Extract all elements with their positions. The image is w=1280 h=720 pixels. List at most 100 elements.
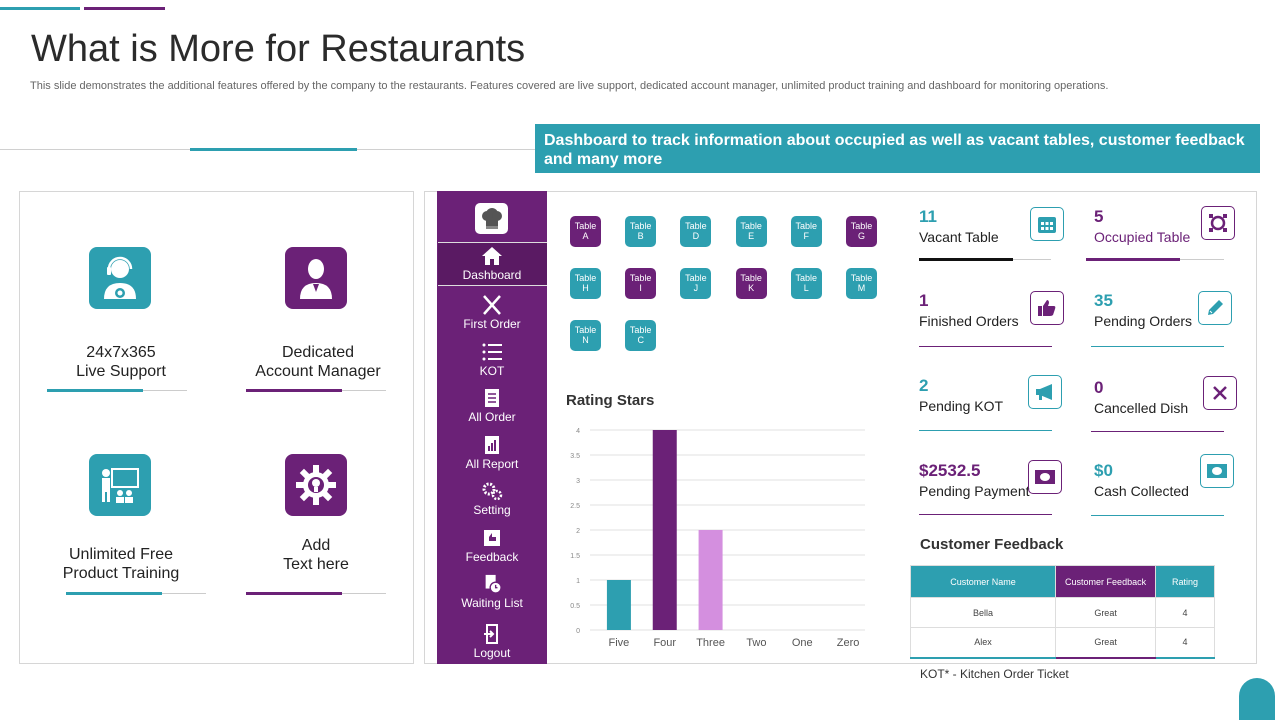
sidebar-item-label: All Report bbox=[465, 457, 519, 471]
table-button[interactable]: Table B bbox=[625, 216, 657, 247]
table-cell: Great bbox=[1055, 627, 1157, 659]
table-button[interactable]: Table C bbox=[625, 320, 657, 351]
sidebar-item-all-report[interactable]: All Report bbox=[437, 435, 547, 471]
table-button[interactable]: Table J bbox=[680, 268, 712, 299]
table-button[interactable]: Table I bbox=[625, 268, 657, 299]
chart-title: Rating Stars bbox=[566, 392, 655, 409]
x-tick-label: Five bbox=[609, 637, 630, 649]
corner-decoration bbox=[1239, 678, 1275, 720]
x-tick-label: One bbox=[792, 637, 813, 649]
table-button[interactable]: Table N bbox=[570, 320, 601, 351]
pencil-icon bbox=[1198, 291, 1232, 325]
table-button[interactable]: Table L bbox=[790, 268, 822, 299]
table-cell: Alex bbox=[909, 627, 1057, 659]
stat-value: 0 bbox=[1094, 378, 1104, 397]
page-title: What is More for Restaurants bbox=[31, 28, 526, 70]
cutlery-icon bbox=[1203, 376, 1237, 410]
stat-value: 11 bbox=[919, 207, 937, 226]
stat-value: 5 bbox=[1094, 207, 1104, 226]
table-button[interactable]: Table D bbox=[680, 216, 712, 247]
table-row: Bella Great 4 bbox=[909, 597, 1215, 628]
sidebar-item-kot[interactable]: KOT bbox=[437, 342, 547, 378]
rating-bar-chart: 0 0.5 1 1.5 2 2.5 3 3.5 4 Five Four Three Two One Zero bbox=[570, 428, 865, 649]
y-tick-label: 2 bbox=[576, 528, 580, 535]
feedback-icon bbox=[484, 530, 500, 546]
stat-underline bbox=[1091, 431, 1224, 432]
sidebar-item-first-order[interactable]: First Order bbox=[437, 295, 547, 331]
home-icon bbox=[482, 247, 502, 265]
table-cell: 4 bbox=[1155, 597, 1215, 628]
features-panel: 24x7x365 Live Support Dedicated Account Ma… bbox=[19, 191, 414, 664]
y-tick-label: 4 bbox=[576, 428, 580, 435]
divider-accent bbox=[190, 148, 357, 151]
x-tick-label: Zero bbox=[837, 637, 860, 649]
top-accent-line bbox=[84, 7, 165, 10]
stat-value: 1 bbox=[919, 291, 929, 310]
stat-label: Pending Payment bbox=[919, 483, 1030, 499]
table-button[interactable]: Table A bbox=[570, 216, 601, 247]
clock-list-icon bbox=[485, 574, 502, 594]
table-cell: 4 bbox=[1155, 627, 1215, 659]
table-header: Customer Feedback bbox=[1055, 565, 1157, 598]
bar-three bbox=[698, 530, 723, 630]
table-button[interactable]: Table M bbox=[846, 268, 877, 299]
x-tick-label: Two bbox=[746, 637, 766, 649]
y-tick-label: 3 bbox=[576, 478, 580, 485]
stat-value: $2532.5 bbox=[919, 461, 981, 480]
y-tick-label: 1 bbox=[576, 578, 580, 585]
stat-underline bbox=[919, 430, 1052, 431]
cash-icon bbox=[1200, 454, 1234, 488]
stat-pending-payment: $2532.5 Pending Payment bbox=[919, 461, 1030, 499]
table-header: Customer Name bbox=[909, 565, 1057, 598]
table-button[interactable]: Table K bbox=[735, 268, 767, 299]
table-row: Alex Great 4 bbox=[909, 627, 1215, 659]
stat-label: Pending KOT bbox=[919, 398, 1004, 414]
sidebar-item-setting[interactable]: Setting bbox=[437, 481, 547, 517]
cutlery-icon bbox=[483, 295, 501, 315]
checklist-icon bbox=[485, 389, 499, 407]
sidebar-item-logout[interactable]: Logout bbox=[437, 624, 547, 660]
stat-occupied-table: 5 Occupied Table bbox=[1094, 207, 1190, 245]
training-icon bbox=[89, 454, 151, 516]
sidebar-item-label: Setting bbox=[473, 503, 511, 517]
logout-icon bbox=[484, 624, 498, 644]
table-button[interactable]: Table E bbox=[735, 216, 767, 247]
gear-icon bbox=[482, 482, 503, 501]
table-button[interactable]: Table F bbox=[790, 216, 822, 247]
stat-pending-kot: 2 Pending KOT bbox=[919, 376, 1003, 414]
top-accent-line bbox=[0, 7, 80, 10]
stat-pending-orders: 35 Pending Orders bbox=[1094, 291, 1192, 329]
sidebar-item-waiting-list[interactable]: Waiting List bbox=[437, 574, 547, 610]
y-tick-label: 0.5 bbox=[570, 603, 580, 610]
sidebar-item-label: KOT bbox=[479, 364, 505, 378]
stat-label: Vacant Table bbox=[919, 229, 999, 245]
stat-underline bbox=[919, 258, 1051, 261]
stat-underline bbox=[919, 346, 1052, 347]
sidebar-item-feedback[interactable]: Feedback bbox=[437, 528, 547, 564]
bar-four bbox=[652, 430, 677, 630]
bar-five bbox=[606, 580, 631, 630]
feature-underline bbox=[246, 592, 386, 595]
stat-label: Cancelled Dish bbox=[1094, 400, 1189, 416]
sidebar-item-label: Logout bbox=[473, 646, 511, 660]
stat-cash-collected: $0 Cash Collected bbox=[1094, 461, 1189, 499]
megaphone-icon bbox=[1028, 375, 1062, 409]
table-button[interactable]: Table G bbox=[846, 216, 877, 247]
table-cell: Bella bbox=[909, 597, 1057, 628]
page-subtitle: This slide demonstrates the additional f… bbox=[30, 80, 1109, 92]
y-tick-label: 1.5 bbox=[570, 553, 580, 560]
feature-underline bbox=[66, 592, 206, 595]
y-tick-label: 2.5 bbox=[570, 503, 580, 510]
stat-label: Pending Orders bbox=[1094, 313, 1193, 329]
calendar-icon bbox=[1030, 207, 1064, 241]
sidebar-item-label: Waiting List bbox=[461, 596, 523, 610]
sidebar-item-all-order[interactable]: All Order bbox=[437, 388, 547, 424]
sidebar-item-label: First Order bbox=[463, 317, 521, 331]
stat-value: $0 bbox=[1094, 461, 1113, 480]
sidebar-item-dashboard[interactable]: Dashboard bbox=[437, 246, 547, 282]
thumbs-up-icon bbox=[1030, 291, 1064, 325]
table-button[interactable]: Table H bbox=[570, 268, 601, 299]
feature-underline bbox=[246, 389, 386, 392]
gear-bulb-icon bbox=[285, 454, 347, 516]
stat-label: Cash Collected bbox=[1094, 483, 1189, 499]
